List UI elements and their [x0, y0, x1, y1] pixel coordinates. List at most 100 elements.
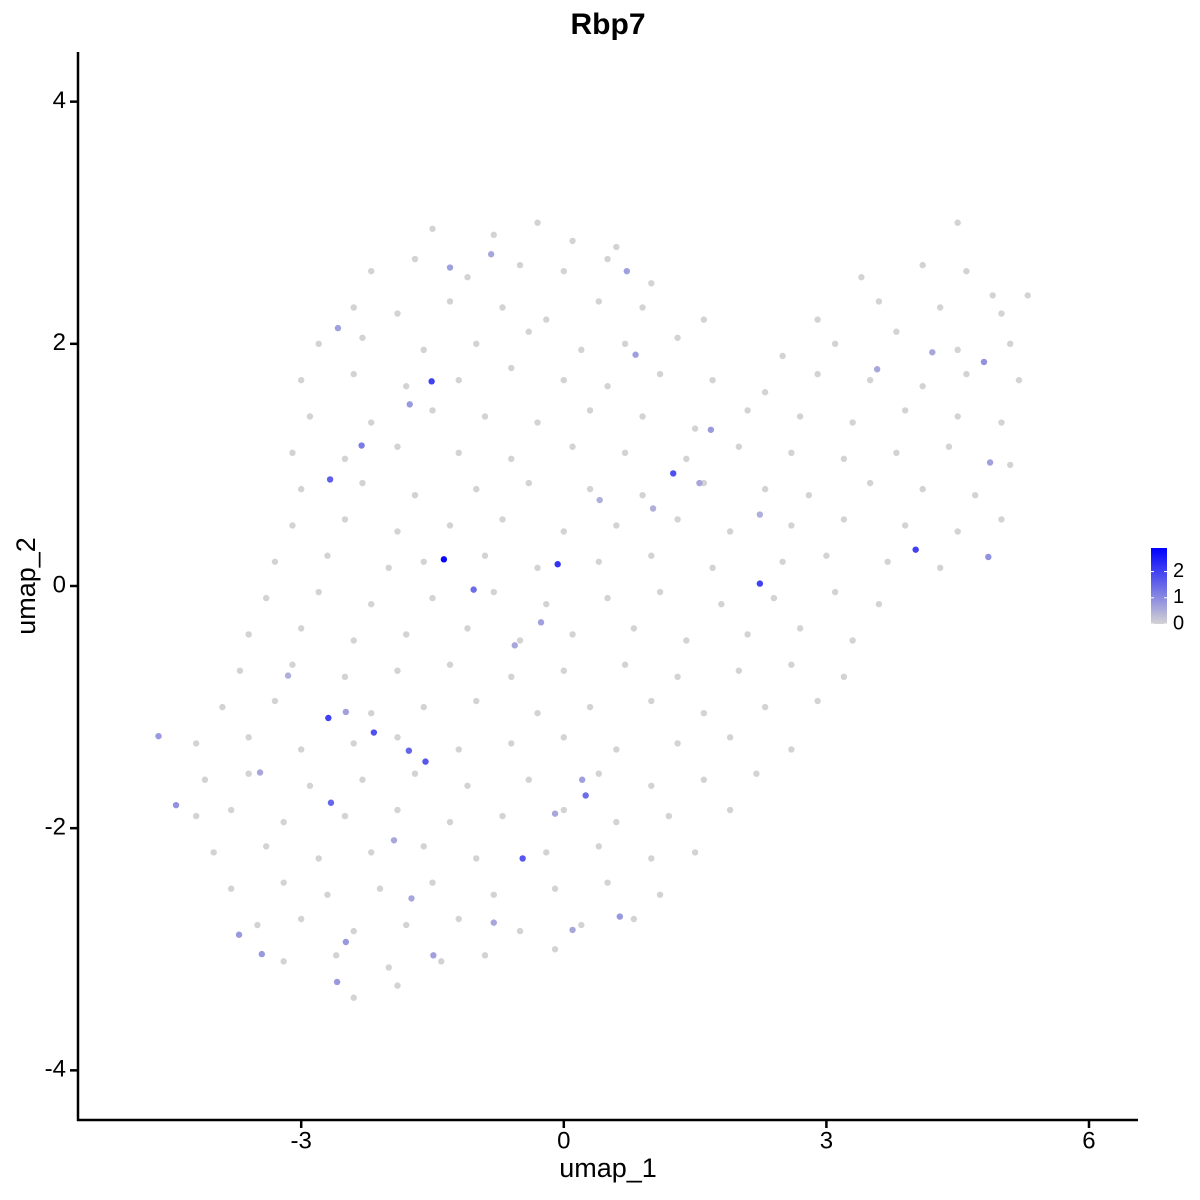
cell-point: [192, 812, 200, 820]
cell-point: [884, 558, 891, 565]
cell-point: [986, 459, 994, 466]
cell-point: [438, 958, 445, 965]
cell-point: [473, 697, 480, 705]
cell-point: [534, 219, 541, 226]
cell-point: [256, 769, 264, 776]
cell-point: [639, 491, 646, 499]
cell-point: [621, 449, 629, 457]
cell-point: [696, 479, 703, 487]
cell-point: [578, 346, 585, 354]
cell-point: [235, 931, 243, 938]
cell-point: [405, 747, 413, 754]
cell-point: [420, 558, 427, 565]
cell-point: [840, 516, 848, 523]
cell-point: [455, 376, 462, 384]
cell-point: [936, 304, 944, 311]
cell-point: [919, 383, 926, 390]
cell-point: [446, 661, 454, 668]
cell-point: [284, 672, 292, 679]
cell-point: [333, 952, 340, 959]
x-tick-label: 6: [1082, 1127, 1095, 1154]
cell-point: [735, 443, 743, 450]
cell-point: [411, 770, 419, 777]
x-tick-label: 0: [557, 1127, 570, 1154]
cell-point: [788, 449, 795, 457]
cell-point: [508, 364, 515, 372]
cell-point: [648, 782, 655, 789]
cell-point: [368, 600, 375, 608]
cell-point: [394, 310, 401, 317]
cell-point: [429, 225, 436, 232]
cell-point: [519, 855, 526, 862]
cell-point: [481, 552, 489, 559]
cell-point: [429, 407, 436, 414]
cell-point: [963, 267, 970, 275]
cell-point: [604, 594, 611, 602]
cell-point: [280, 879, 287, 886]
cell-point: [998, 516, 1005, 523]
cell-point: [648, 552, 655, 559]
cell-point: [945, 443, 953, 450]
cell-point: [604, 879, 611, 886]
cell-point: [691, 425, 699, 432]
cell-point: [350, 370, 357, 378]
cell-point: [394, 806, 401, 814]
cell-point: [604, 383, 611, 390]
cell-point: [649, 505, 657, 512]
cell-point: [333, 978, 341, 986]
cell-point: [455, 915, 462, 923]
cell-point: [954, 219, 961, 226]
cell-point: [210, 849, 217, 856]
cell-point: [954, 413, 961, 420]
cell-point: [761, 703, 769, 711]
cell-point: [394, 982, 401, 989]
cell-point: [525, 776, 532, 783]
cell-point: [873, 366, 881, 373]
cell-point: [394, 528, 401, 535]
cell-point: [306, 413, 314, 420]
colorbar-label: 1: [1173, 586, 1184, 608]
cell-point: [390, 837, 398, 844]
cell-point: [726, 806, 734, 814]
cell-point: [919, 261, 926, 269]
cell-point: [262, 843, 270, 850]
cell-point: [639, 304, 646, 311]
cell-point: [370, 729, 378, 736]
cell-point: [368, 709, 375, 717]
cell-point: [473, 855, 480, 862]
cell-point: [683, 455, 690, 463]
y-axis-label: umap_2: [11, 537, 41, 635]
cell-point: [350, 994, 357, 1001]
cell-point: [569, 926, 576, 934]
cell-point: [408, 895, 415, 902]
cell-point: [756, 511, 764, 518]
cell-point: [595, 298, 603, 305]
cell-point: [359, 334, 366, 341]
cell-point: [428, 378, 435, 385]
cell-point: [700, 316, 708, 323]
cell-point: [866, 376, 874, 384]
cell-point: [805, 491, 813, 499]
cell-point: [315, 855, 322, 862]
cell-point: [429, 594, 436, 602]
cell-point: [648, 697, 655, 705]
cell-point: [560, 734, 567, 741]
cell-point: [630, 915, 638, 923]
cell-point: [543, 849, 550, 856]
cell-point: [963, 370, 970, 378]
cell-point: [358, 442, 365, 449]
cell-point: [596, 496, 603, 504]
cell-point: [831, 340, 839, 348]
cell-point: [368, 419, 375, 426]
cell-point: [429, 879, 436, 886]
cell-point: [481, 952, 489, 959]
cell-point: [595, 843, 603, 850]
cell-point: [201, 776, 209, 783]
cell-point: [691, 849, 699, 856]
cell-point: [236, 667, 244, 674]
cell-point: [403, 921, 410, 929]
cell-point: [334, 324, 342, 332]
cell-point: [306, 782, 314, 789]
cell-point: [525, 328, 532, 335]
cell-point: [324, 891, 331, 898]
